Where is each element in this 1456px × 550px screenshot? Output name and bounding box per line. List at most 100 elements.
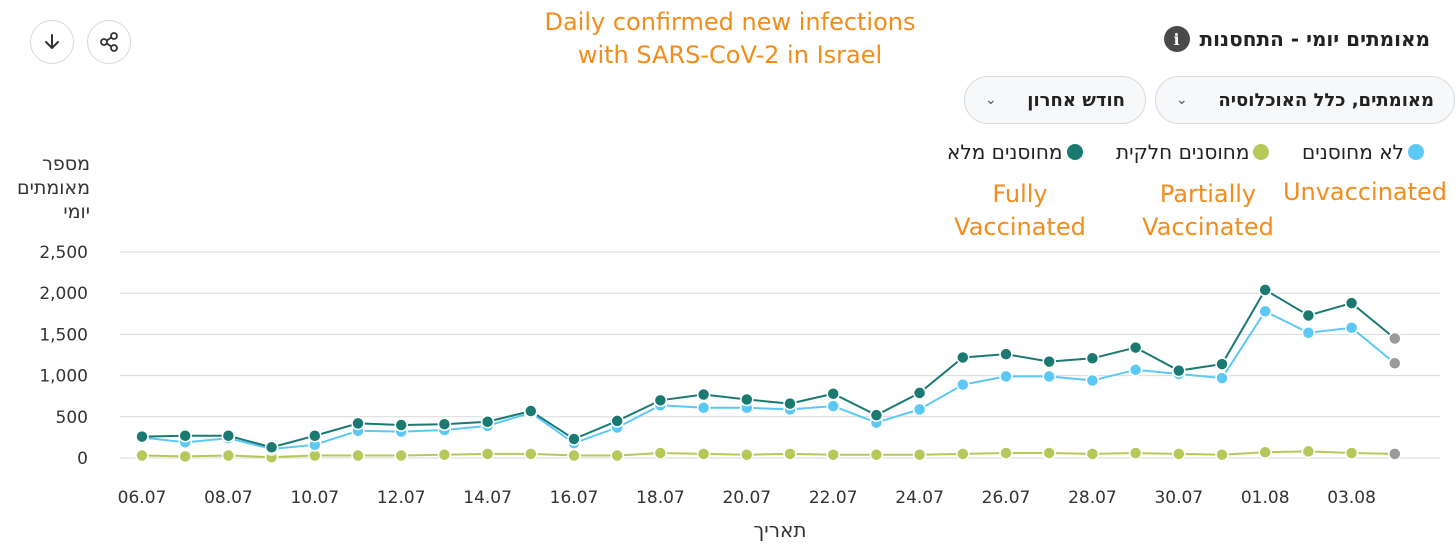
chevron-down-icon: ⌄ (985, 92, 997, 108)
chevron-down-icon: ⌄ (1176, 92, 1188, 108)
x-tick-label: 24.07 (895, 488, 944, 508)
population-dropdown-label: מאומתים, כלל האוכלוסיה (1218, 89, 1434, 111)
data-point (480, 447, 495, 461)
annotation-partially-line1: Partially (1159, 180, 1257, 208)
legend-label-unvaccinated: לא מחוסנים (1302, 140, 1404, 164)
data-point (653, 393, 668, 408)
legend-item-partially[interactable]: מחוסנים חלקית (1116, 138, 1270, 166)
data-point (1085, 373, 1100, 388)
y-axis-label: מספר מאומתים יומי (6, 152, 90, 224)
data-point (351, 416, 365, 431)
data-point (999, 347, 1013, 361)
annotation-partially-line2: Vaccinated (1142, 213, 1274, 241)
data-point (480, 414, 495, 429)
data-point (956, 447, 970, 461)
legend-dot-partially (1253, 144, 1270, 160)
share-icon (100, 32, 118, 52)
data-point (394, 418, 408, 432)
data-point (1258, 445, 1272, 459)
x-tick-label: 06.07 (118, 488, 167, 508)
annotation-fully-vaccinated: Fully Vaccinated (940, 178, 1100, 244)
data-point (1042, 369, 1056, 384)
x-axis-label: תאריך (753, 518, 807, 542)
y-tick-label: 2,000 (39, 284, 88, 304)
x-tick-label: 26.07 (982, 488, 1031, 508)
data-point (610, 448, 624, 463)
data-point (869, 408, 884, 422)
page-title: מאומתים יומי - התחסנות i (1163, 26, 1430, 52)
data-point (178, 449, 192, 464)
annotation-unvaccinated-text: Unvaccinated (1282, 178, 1448, 206)
series-line (141, 288, 1396, 449)
y-tick-label: 500 (56, 408, 88, 428)
data-point (524, 447, 538, 461)
population-dropdown[interactable]: מאומתים, כלל האוכלוסיה ⌄ (1155, 76, 1455, 124)
legend-label-partially: מחוסנים חלקית (1116, 140, 1250, 164)
data-point (567, 448, 581, 463)
data-point (999, 446, 1013, 460)
page-title-text: מאומתים יומי - התחסנות (1199, 27, 1430, 51)
data-point (999, 369, 1013, 384)
data-point (1388, 447, 1402, 461)
annotation-chart-title: Daily confirmed new infections with SARS… (470, 6, 990, 72)
data-point (308, 429, 322, 443)
data-point (135, 429, 149, 444)
legend-item-fully[interactable]: מחוסנים מלא (947, 138, 1083, 166)
data-point (1215, 447, 1229, 462)
x-tick-label: 12.07 (377, 488, 426, 508)
annotation-title-line1: Daily confirmed new infections (544, 8, 916, 36)
data-point (740, 392, 754, 407)
data-point (221, 429, 236, 443)
data-point (826, 386, 840, 401)
x-tick-label: 03.08 (1327, 488, 1376, 508)
annotation-fully-line2: Vaccinated (954, 213, 1086, 241)
x-tick-label: 22.07 (809, 488, 858, 508)
y-tick-label: 0 (77, 449, 88, 469)
data-point (1215, 357, 1229, 371)
data-point (912, 386, 927, 400)
data-point (653, 446, 668, 460)
data-point (221, 448, 236, 463)
data-point (912, 447, 927, 462)
data-point (1128, 340, 1143, 355)
y-tick-label: 1,000 (39, 367, 88, 387)
download-button[interactable] (30, 20, 74, 64)
legend-label-fully: מחוסנים מלא (947, 140, 1063, 164)
x-tick-label: 10.07 (290, 488, 339, 508)
x-tick-label: 08.07 (204, 488, 253, 508)
period-dropdown[interactable]: חודש אחרון ⌄ (964, 76, 1146, 124)
share-button[interactable] (87, 20, 131, 64)
annotation-title-line2: with SARS-CoV-2 in Israel (577, 41, 883, 69)
data-point (956, 377, 970, 392)
legend-dot-unvaccinated (1407, 144, 1424, 160)
legend-dot-fully (1066, 144, 1083, 160)
data-point (135, 448, 149, 463)
data-point (1085, 447, 1100, 461)
data-point (524, 404, 538, 418)
data-point (696, 447, 711, 461)
period-dropdown-label: חודש אחרון (1027, 89, 1125, 111)
data-point (1085, 351, 1100, 366)
data-point (783, 396, 797, 411)
y-axis-label-line: יומי (63, 201, 90, 223)
data-point (178, 429, 192, 443)
y-axis-label-line: מספר (42, 153, 90, 175)
legend-item-unvaccinated[interactable]: לא מחוסנים (1302, 138, 1424, 166)
x-tick-label: 30.07 (1154, 488, 1203, 508)
data-point (1344, 296, 1359, 310)
data-point (1128, 363, 1143, 377)
data-point (1172, 447, 1186, 461)
data-point (1042, 354, 1056, 369)
x-tick-label: 28.07 (1068, 488, 1117, 508)
y-tick-label: 1,500 (39, 325, 88, 345)
series-line (141, 310, 1396, 450)
info-icon[interactable]: i (1163, 26, 1190, 52)
data-point (696, 387, 711, 402)
data-point (1258, 304, 1272, 319)
data-point (740, 447, 754, 462)
y-axis-label-line: מאומתים (16, 177, 90, 199)
data-point (1042, 446, 1056, 460)
data-point (826, 447, 840, 462)
data-point (1172, 363, 1186, 378)
